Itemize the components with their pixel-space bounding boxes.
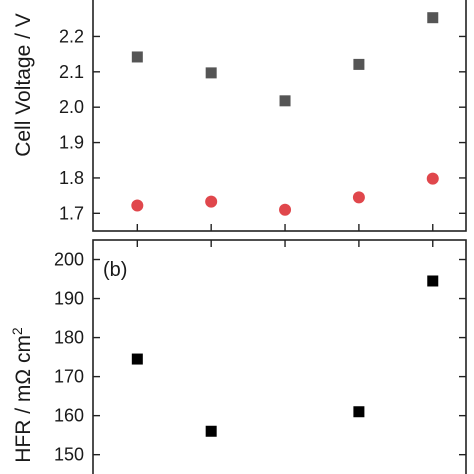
voltage-series-0-point [427,12,439,24]
voltage-series-0-point [279,95,291,107]
hfr-y-axis-title-text: HFR / mΩ cm [12,335,35,463]
panel-b-hfr: 150 160 170 180 190 200 HFR / mΩ cm2 (b) [9,239,467,474]
voltage-y-tick-label: 2.2 [59,26,84,46]
hfr-y-axis-title: HFR / mΩ cm2 [9,327,35,463]
voltage-y-axis-title-text: Cell Voltage / V [12,13,35,157]
hfr-series-0-point [131,353,143,365]
voltage-series-1-point [352,191,365,204]
voltage-series-0-point [205,67,217,79]
voltage-y-tick-label: 2.0 [59,97,84,117]
hfr-y-tick-label: 190 [54,289,84,309]
hfr-y-tick-label: 150 [54,445,84,465]
voltage-series-0-point [353,58,365,70]
hfr-y-tick-label: 170 [54,367,84,387]
hfr-panel-label: (b) [103,259,127,281]
hfr-y-axis-title-superscript: 2 [9,327,25,335]
voltage-y-tick-label: 2.1 [59,62,84,82]
panel-a-cell-voltage: 1.7 1.8 1.9 2.0 2.1 2.2 Cell Voltage / V [12,0,467,232]
voltage-y-tick-label: 1.9 [59,133,84,153]
hfr-series-0-point [353,406,365,418]
voltage-series-1-point [131,199,144,212]
voltage-y-axis-title: Cell Voltage / V [12,13,35,157]
hfr-y-tick-label: 200 [54,250,84,270]
hfr-y-tick-label: 160 [54,406,84,426]
hfr-plot-frame [92,239,467,474]
hfr-series-0-point [205,425,217,437]
voltage-plot-frame [92,0,467,232]
voltage-series-1-point [426,172,439,185]
voltage-series-1-point [279,203,292,216]
hfr-series-0-point [427,275,439,287]
voltage-y-tick-label: 1.7 [59,203,84,223]
voltage-y-tick-label: 1.8 [59,168,84,188]
hfr-y-tick-label: 180 [54,328,84,348]
voltage-series-1-point [205,195,218,208]
voltage-series-0-point [131,51,143,63]
